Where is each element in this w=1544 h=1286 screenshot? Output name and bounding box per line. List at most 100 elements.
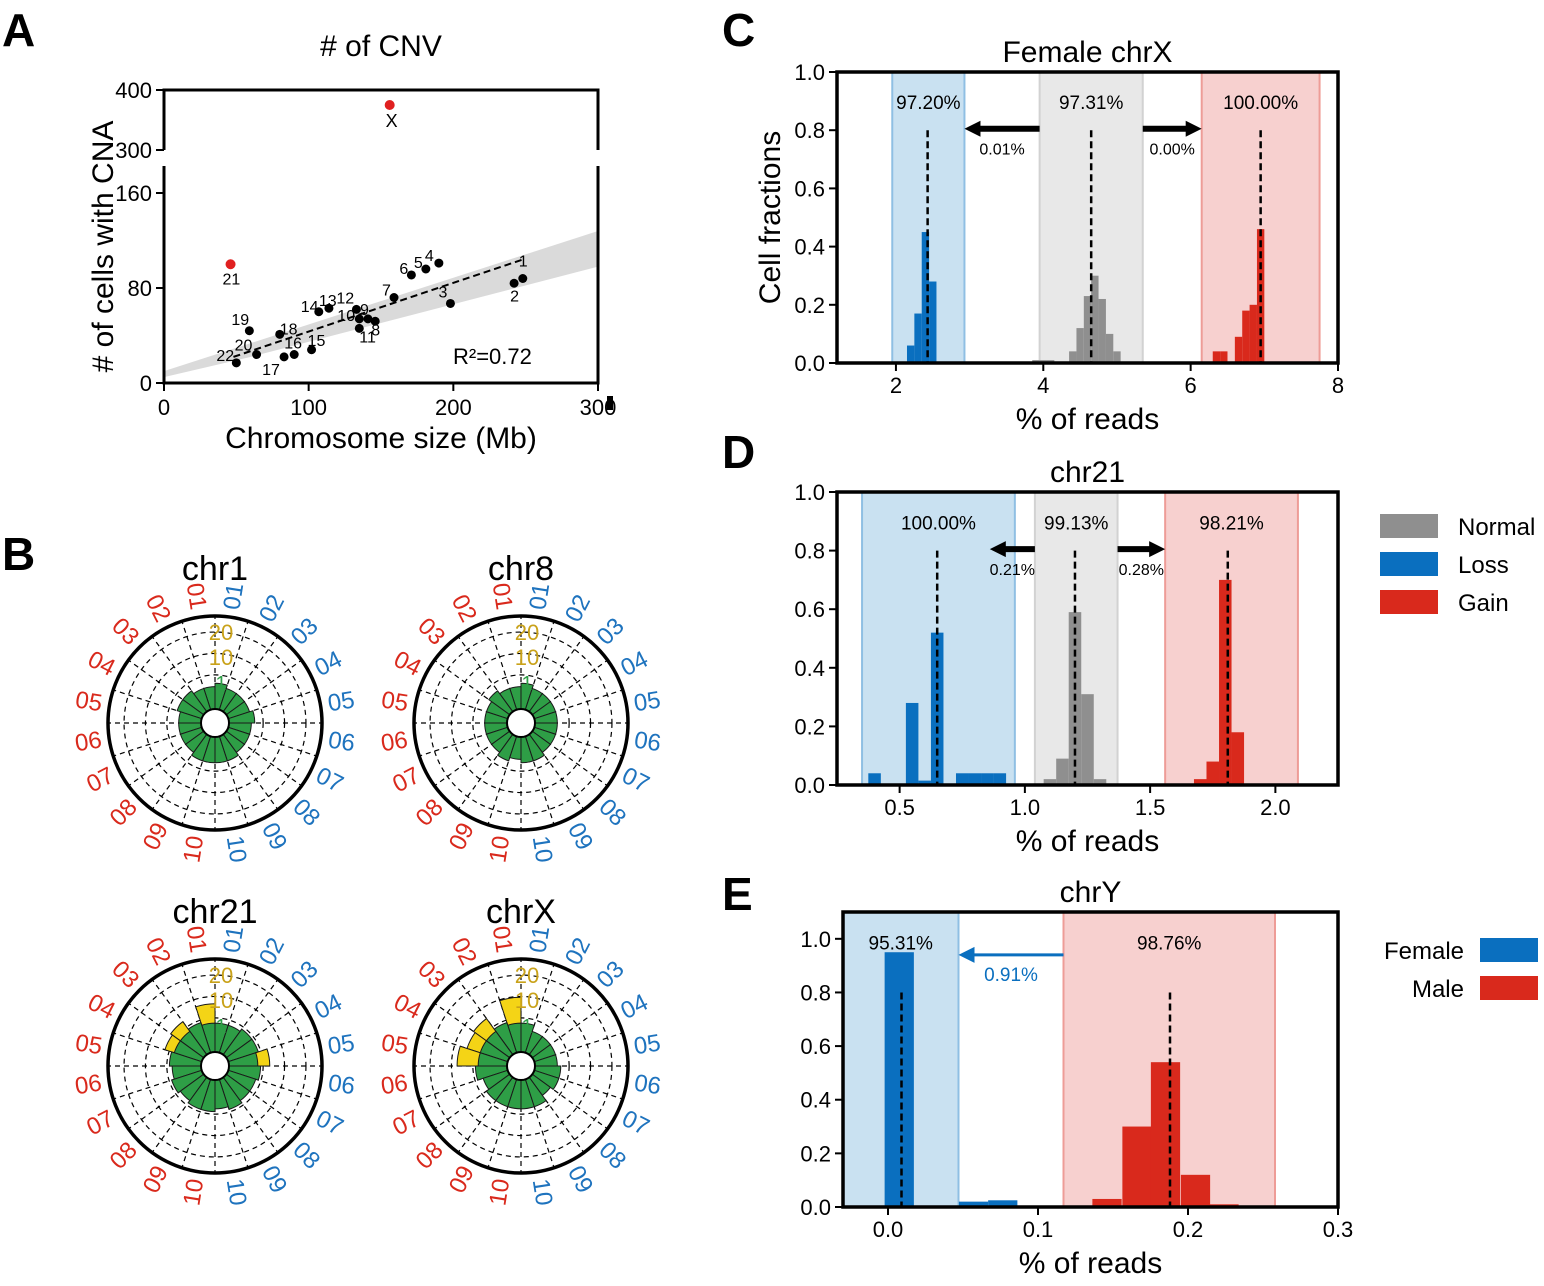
gain-category-label: 07: [388, 1105, 424, 1141]
loss-category-label: 07: [618, 762, 654, 798]
point-label: X: [386, 111, 398, 131]
panel-e-histogram: chrY 95.31% 98.76% 0.91% 0.0 0.1 0.2 0.3 0.0 0.2 0…: [800, 876, 1538, 1280]
loss-category-label: 02: [254, 933, 290, 969]
scatter-frame-lower: [162, 166, 600, 385]
data-point: [244, 326, 254, 336]
loss-category-label: 09: [256, 1161, 292, 1197]
polar-spoke: [487, 736, 518, 825]
region-percent-label: 98.21%: [1199, 513, 1264, 534]
gain-category-label: 06: [73, 1069, 104, 1100]
polar-spoke: [524, 736, 555, 825]
histogram-frame: [835, 70, 1340, 365]
gain-category-label: 01: [487, 924, 518, 955]
gain-category-label: 05: [73, 1029, 104, 1060]
x-tick-label: 300: [580, 395, 617, 420]
panel-letter-b: B: [2, 528, 35, 580]
ring-label: 20: [209, 620, 233, 645]
x-tick-label: 8: [1332, 373, 1344, 398]
y-tick-label: 160: [115, 181, 152, 206]
loss-category-label: 03: [286, 613, 324, 651]
gain-category-label: 03: [106, 613, 144, 651]
x-axis-label: % of reads: [1019, 1247, 1162, 1280]
x-axis-label: Chromosome size (Mb): [225, 422, 537, 455]
loss-category-label: 03: [592, 613, 630, 651]
point-label: 18: [280, 321, 298, 338]
region-percent-label: 100.00%: [901, 513, 976, 534]
loss-category-label: 08: [593, 794, 631, 832]
confidence-band: [164, 231, 598, 378]
polar-spoke: [228, 689, 317, 720]
polar-spoke: [222, 979, 279, 1056]
polar-spoke: [218, 621, 249, 710]
polar-spoke: [434, 659, 511, 716]
polar-spoke: [434, 730, 511, 787]
region-percent-label: 97.31%: [1059, 93, 1124, 114]
gain-category-label: 04: [83, 646, 119, 682]
legend-label: Female: [1384, 938, 1464, 965]
histogram-bar: [993, 773, 1007, 785]
data-point: [434, 258, 444, 268]
transition-percent-label: 0.91%: [984, 965, 1038, 986]
loss-category-label: 07: [618, 1105, 654, 1141]
point-label: 8: [371, 322, 380, 339]
panel-a-scatter: # of CNV 0 100 200 300 0 80 160 300 400 Chromosome…: [87, 30, 616, 455]
loss-category-label: 01: [218, 581, 249, 612]
polar-spoke: [218, 964, 249, 1053]
data-point: [279, 352, 289, 362]
transition-arrowhead: [964, 120, 981, 137]
data-point: [351, 304, 361, 314]
polar-spoke: [225, 659, 302, 716]
y-tick-label: 1.0: [800, 927, 831, 952]
polar-spoke: [218, 1079, 249, 1168]
data-point: [307, 345, 317, 355]
y-tick-label: 0.8: [800, 980, 831, 1005]
polar-spoke: [531, 1073, 608, 1130]
data-point: [231, 358, 241, 368]
polar-spoke: [524, 1079, 555, 1168]
y-axis-label: # of cells with CNA: [87, 121, 120, 373]
gain-category-label: 02: [140, 933, 176, 969]
histogram-title: chrY: [1060, 876, 1122, 909]
gain-category-label: 05: [379, 1029, 410, 1060]
ring-label: 10: [515, 645, 539, 670]
data-point: [363, 314, 373, 324]
gain-category-label: 02: [446, 590, 482, 626]
polar-spoke: [225, 730, 302, 787]
point-label: 11: [359, 329, 376, 346]
histogram-bar: [1092, 1198, 1122, 1207]
point-label: 12: [336, 290, 354, 307]
histogram-bar: [1105, 333, 1114, 363]
histogram-bar: [1069, 351, 1077, 363]
transition-arrowhead: [1149, 541, 1166, 558]
loss-category-label: 07: [312, 762, 348, 798]
panel-letter-c: C: [722, 4, 755, 56]
data-point: [509, 278, 519, 288]
polar-spoke: [128, 1073, 205, 1130]
x-tick-label: 1.0: [1010, 795, 1041, 820]
histogram-bar: [1098, 298, 1106, 363]
point-label: 6: [399, 261, 408, 278]
loss-category-label: 01: [218, 924, 249, 955]
polar-spoke: [128, 730, 205, 787]
polar-spoke: [457, 733, 514, 810]
polar-spoke: [181, 1079, 212, 1168]
polar-spoke: [534, 1032, 623, 1063]
y-tick-label: 0.0: [794, 773, 825, 798]
x-tick-label: 0.3: [1323, 1217, 1354, 1242]
histogram-bar: [914, 313, 922, 363]
gain-category-label: 01: [487, 581, 518, 612]
gain-category-label: 06: [379, 1069, 410, 1100]
loss-category-label: 09: [256, 818, 292, 854]
gain-category-label: 05: [379, 686, 410, 717]
x-axis-label: % of reads: [1016, 825, 1159, 858]
histogram-bar: [1122, 1126, 1152, 1207]
histogram-bar: [905, 702, 919, 785]
histogram-bar: [968, 773, 982, 785]
gain-category-label: 10: [178, 834, 209, 865]
y-tick-label: 80: [128, 276, 152, 301]
loss-category-label: 04: [310, 646, 346, 682]
polar-spoke: [222, 733, 279, 810]
transition-arrowhead: [989, 541, 1006, 558]
polar-spoke: [228, 726, 317, 757]
